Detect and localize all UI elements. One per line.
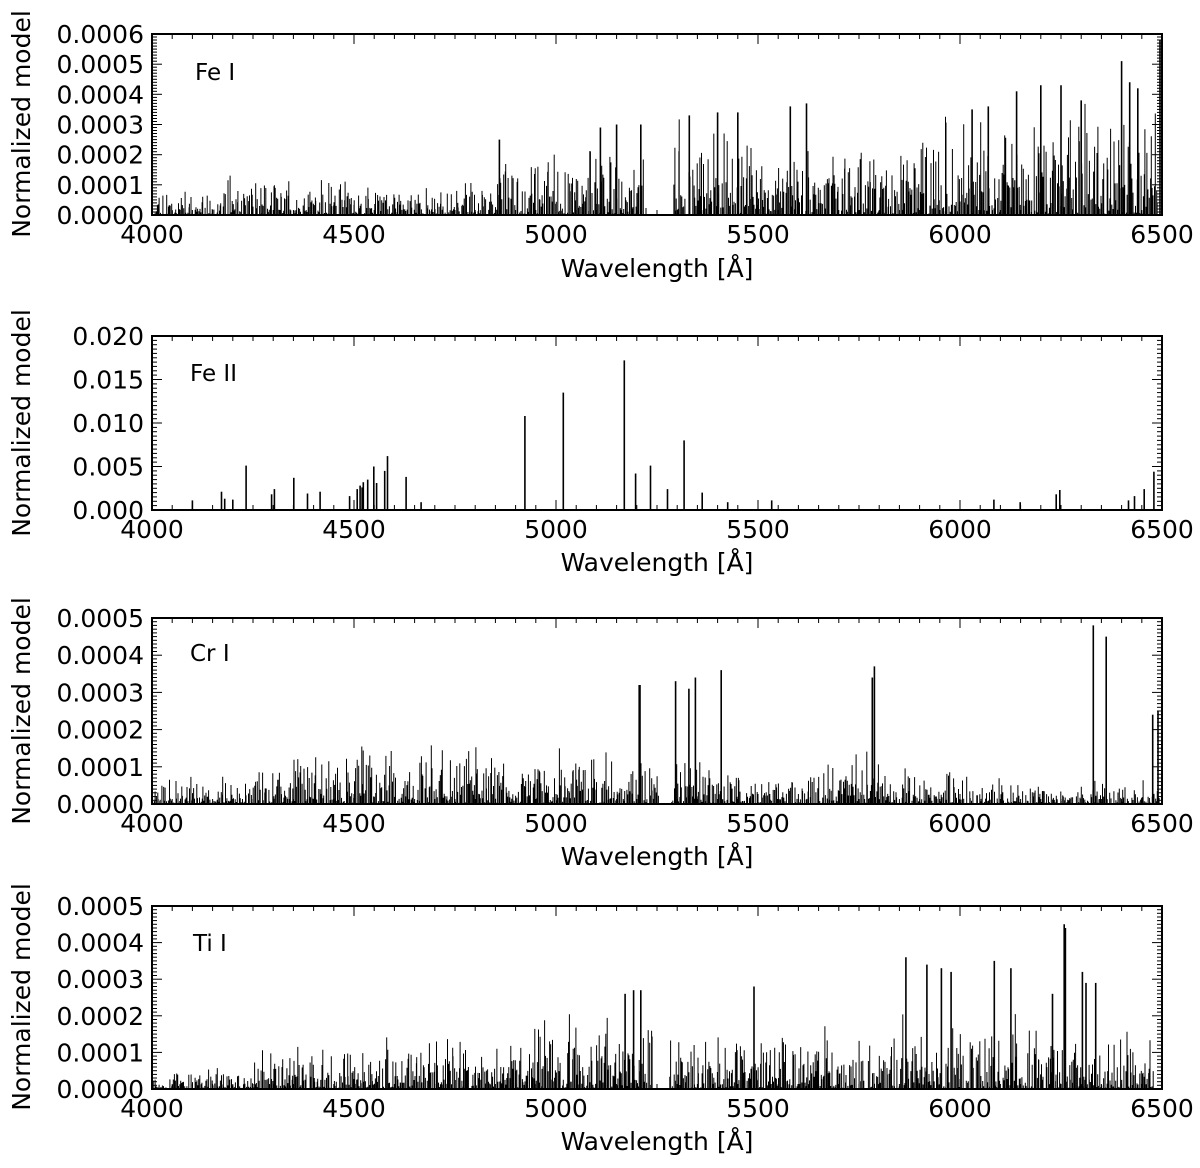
cr-i-data-gap-0 — [659, 619, 672, 804]
cr-i-y-tick-label: 0.0001 — [57, 753, 144, 782]
fe-i-annotation: Fe I — [195, 60, 235, 86]
fe-i-spectrum — [151, 35, 1161, 215]
fe-i-x-axis-label: Wavelength [Å] — [561, 254, 754, 283]
ti-i-data-gap-0 — [653, 907, 670, 1089]
ti-i-annotation: Ti I — [192, 931, 227, 957]
fe-ii-y-tick-label: 0.000 — [72, 496, 144, 525]
ti-i-x-tick-label: 5500 — [726, 1094, 790, 1123]
cr-i-y-tick-label: 0.0003 — [57, 678, 144, 707]
cr-i-x-axis-label: Wavelength [Å] — [561, 842, 754, 871]
fe-i-x-tick-label: 4500 — [322, 220, 386, 249]
fe-i-y-axis-label: Normalized model — [7, 10, 36, 238]
fe-i-y-tick-label: 0.0006 — [57, 20, 144, 49]
cr-i-x-tick-label: 4000 — [120, 809, 184, 838]
ti-i-y-tick-label: 0.0000 — [57, 1075, 144, 1104]
ti-i-x-tick-label: 4500 — [322, 1094, 386, 1123]
fe-i-y-tick-label: 0.0001 — [57, 171, 144, 200]
cr-i-x-tick-label: 4500 — [322, 809, 386, 838]
cr-i-x-tick-label: 6500 — [1130, 809, 1194, 838]
ti-i-y-tick-label: 0.0003 — [57, 965, 144, 994]
fe-i-x-tick-label: 5500 — [726, 220, 790, 249]
cr-i-y-tick-label: 0.0002 — [57, 716, 144, 745]
ti-i-x-tick-label: 6000 — [928, 1094, 992, 1123]
cr-i-ticks: 4000 4500 5000 5500 6000 6500 0.0000 0.0001 0.00… — [57, 604, 1194, 838]
fe-i-x-tick-label: 6000 — [928, 220, 992, 249]
cr-i-annotation: Cr I — [190, 641, 230, 667]
fe-ii-y-tick-label: 0.005 — [72, 453, 144, 482]
fe-ii-y-tick-label: 0.010 — [72, 409, 144, 438]
fe-ii-spectrum — [191, 360, 1155, 510]
fe-ii-x-tick-label: 4000 — [120, 515, 184, 544]
ti-i-x-axis-label: Wavelength [Å] — [561, 1127, 754, 1156]
fe-i-x-tick-label: 4000 — [120, 220, 184, 249]
cr-i-x-tick-label: 5000 — [524, 809, 588, 838]
fe-ii-x-tick-label: 5000 — [524, 515, 588, 544]
fe-ii-x-tick-label: 6000 — [928, 515, 992, 544]
fe-i-data-gap-0 — [646, 35, 674, 215]
fe-i-y-tick-label: 0.0002 — [57, 141, 144, 170]
fe-ii-y-tick-label: 0.015 — [72, 366, 144, 395]
ti-i-spectrum — [151, 907, 1154, 1089]
ti-i-y-tick-label: 0.0004 — [57, 929, 144, 958]
cr-i-spectral-forest — [151, 745, 1160, 804]
ti-i-y-tick-label: 0.0002 — [57, 1002, 144, 1031]
ti-i-spectral-forest — [151, 1014, 1154, 1089]
fe-ii-y-tick-label: 0.020 — [72, 322, 144, 351]
fe-ii-x-axis-label: Wavelength [Å] — [561, 548, 754, 577]
fe-ii-x-tick-label: 5500 — [726, 515, 790, 544]
fe-ii-plot-frame — [151, 335, 1163, 511]
ti-i-x-tick-label: 6500 — [1130, 1094, 1194, 1123]
fe-i-y-tick-label: 0.0000 — [57, 201, 144, 230]
ti-i-y-tick-label: 0.0001 — [57, 1038, 144, 1067]
fe-i-ticks: 4000 4500 5000 5500 6000 65000.00000.00010.00… — [57, 20, 1194, 249]
ti-i-x-tick-label: 4000 — [120, 1094, 184, 1123]
fe-i-y-tick-label: 0.0003 — [57, 111, 144, 140]
fe-i-x-tick-label: 5000 — [524, 220, 588, 249]
cr-i-y-tick-label: 0.0000 — [57, 790, 144, 819]
cr-i-y-axis-label: Normalized model — [7, 597, 36, 825]
cr-i-y-tick-label: 0.0005 — [57, 604, 144, 633]
cr-i-y-tick-label: 0.0004 — [57, 641, 144, 670]
ti-i-y-axis-label: Normalized model — [7, 883, 36, 1111]
ti-i-ticks: 4000 4500 5000 5500 6000 6500 0.0000 0.0001 0.00… — [57, 892, 1194, 1123]
panel-fe-i: 4000 4500 5000 5500 6000 65000.00000.00010.00… — [7, 10, 1194, 283]
fe-ii-x-tick-label: 4500 — [322, 515, 386, 544]
fe-i-x-tick-label: 6500 — [1130, 220, 1194, 249]
fe-i-y-tick-label: 0.0005 — [57, 50, 144, 79]
cr-i-spectrum — [151, 619, 1160, 804]
ti-i-y-tick-label: 0.0005 — [57, 892, 144, 921]
ti-i-x-tick-label: 5000 — [524, 1094, 588, 1123]
cr-i-x-tick-label: 6000 — [928, 809, 992, 838]
fe-ii-y-axis-label: Normalized model — [7, 309, 36, 537]
panel-fe-ii: 4000 4500 5000 5500 6000 6500 0.000 0.005 0.010 0… — [7, 309, 1194, 577]
fe-ii-x-tick-label: 6500 — [1130, 515, 1194, 544]
fe-i-y-tick-label: 0.0004 — [57, 80, 144, 109]
panel-ti-i: 4000 4500 5000 5500 6000 6500 0.0000 0.0001 0.00… — [7, 883, 1194, 1156]
cr-i-x-tick-label: 5500 — [726, 809, 790, 838]
panel-cr-i: 4000 4500 5000 5500 6000 6500 0.0000 0.0001 0.00… — [7, 597, 1194, 871]
fe-ii-annotation: Fe II — [190, 361, 237, 387]
fe-ii-ticks: 4000 4500 5000 5500 6000 6500 0.000 0.005 0.010 0… — [72, 322, 1193, 544]
